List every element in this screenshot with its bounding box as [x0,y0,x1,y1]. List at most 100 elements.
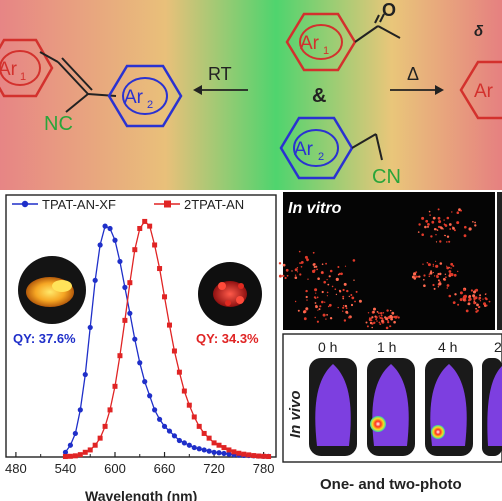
cell-signal-dot [321,290,324,294]
cell-signal-dot [453,273,457,277]
ar2-label-center: Ar [294,139,314,160]
cell-signal-dot [468,295,472,298]
cell-signal-dot [348,295,350,298]
cell-signal-dot [393,320,396,324]
cell-signal-dot [459,291,463,295]
cn-label: CN [372,166,401,188]
data-point-series-1 [97,242,103,248]
ampersand: & [312,85,326,107]
cell-signal-dot [379,316,382,319]
data-point-series-1 [196,446,202,452]
cell-signal-dot [448,223,452,226]
cell-signal-dot [343,282,347,286]
cell-signal-dot [423,284,426,288]
x-axis-ticks: 480 540 600 660 720 780 [5,452,274,476]
cell-signal-dot [446,235,450,238]
cell-signal-dot [385,317,389,321]
cell-signal-dot [456,221,460,225]
legend-label-series-2: 2TPAT-AN [184,197,244,212]
imaging-caption: One- and two-photo [320,476,462,493]
data-point-series-1 [77,407,83,413]
cell-signal-dot [488,300,491,303]
cell-signal-dot [305,295,308,299]
cell-signal-dot [437,225,441,229]
cell-signal-dot [427,263,431,267]
cell-signal-dot [422,263,424,265]
cell-signal-dot [448,270,452,273]
x-tick-label: 720 [203,461,225,476]
cell-signal-dot [318,308,321,311]
cell-signal-dot [438,282,442,286]
data-point-series-2 [162,294,168,300]
cell-signal-dot [342,305,345,307]
data-point-series-2 [112,383,118,389]
reaction-scheme: Ar 1 NC Ar 2 RT Ar 1 [0,0,502,190]
cell-signal-dot [452,227,455,230]
cell-signal-dot [353,279,355,281]
cell-signal-dot [312,269,316,273]
cell-signal-dot [443,223,446,226]
cell-signal-dot [342,310,344,312]
cell-signal-dot [385,326,389,330]
cell-signal-dot [323,280,327,284]
cell-signal-dot [307,309,309,311]
cell-signal-dot [439,240,442,243]
cell-signal-dot [446,287,449,289]
data-point-series-2 [261,453,267,459]
cell-signal-dot [474,289,476,291]
cell-signal-dot [321,271,323,273]
series-points [62,218,272,460]
cell-signal-dot [342,288,345,292]
cell-signal-dot [464,297,467,300]
nitrile-bonds [351,133,383,161]
signal-spot-4h [431,425,445,439]
cell-signal-dot [468,227,472,231]
cell-signal-dot [433,287,436,290]
cell-signal-dot [431,220,435,224]
data-point-series-2 [166,322,172,328]
mouse-0h [309,358,357,456]
ar1-label-center: Ar [300,33,320,54]
data-point-series-1 [147,393,153,399]
data-point-series-2 [67,453,73,459]
cell-signal-dot [438,220,442,224]
cell-signal-dot [478,296,482,300]
legend-marker-series-1 [21,200,29,208]
cell-signal-dot [432,271,434,274]
cell-signal-dot [296,271,299,273]
cell-signal-dot [423,278,425,281]
data-point-series-1 [112,237,118,243]
cell-signal-dot [452,301,456,304]
cell-signal-dot [454,293,457,296]
cell-signal-dot [433,275,436,277]
x-tick-label: 540 [55,461,77,476]
cell-signal-dot [390,317,393,321]
cell-signal-dot [435,264,439,268]
cell-signal-dot [436,274,438,277]
cell-signal-dot [313,296,316,299]
x-tick-label: 780 [253,461,275,476]
data-point-series-1 [137,360,143,366]
data-point-series-1 [156,416,163,422]
ar1-sub-center: 1 [323,45,329,57]
cell-signal-dot [485,304,488,307]
cell-signal-dot [352,259,356,262]
data-point-series-2 [201,430,207,436]
nc-label: NC [44,113,73,135]
cell-signal-dot [329,269,333,273]
rt-arrowhead [193,85,202,95]
cell-signal-dot [433,228,437,231]
ar2-sub-left: 2 [147,99,153,111]
ar1-ring-center: Ar 1 [285,12,357,72]
cell-signal-dot [418,223,421,226]
cell-signal-dot [417,231,420,233]
cell-signal-dot [421,216,425,220]
data-point-series-2 [117,353,123,359]
cell-signal-dot [345,310,349,314]
cell-signal-dot [366,325,369,328]
data-point-series-1 [201,447,207,453]
cell-signal-dot [430,235,433,238]
cell-signal-dot [425,219,429,223]
cell-signal-dot [427,223,430,226]
